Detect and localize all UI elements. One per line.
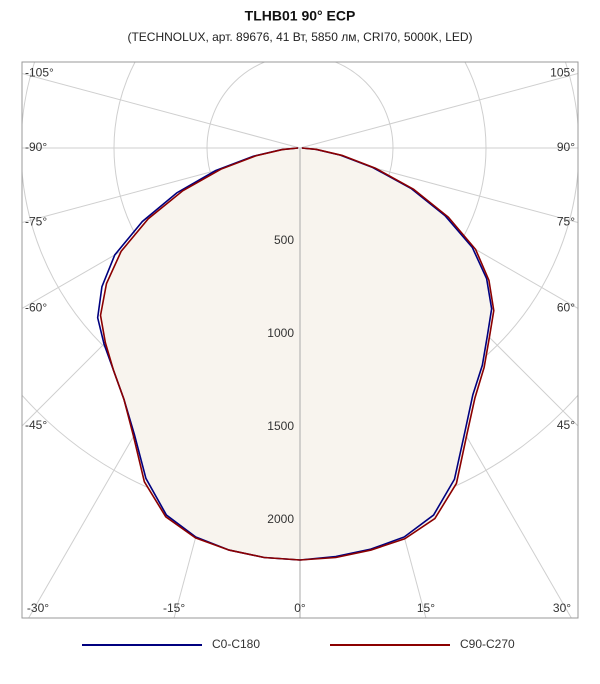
series-line: [99, 147, 495, 561]
legend-label: C90-C270: [460, 637, 515, 651]
angle-label: -75°: [25, 215, 47, 229]
angle-label: 0°: [294, 601, 306, 615]
r-tick-label: 2000: [267, 512, 294, 526]
angle-label: -30°: [27, 601, 49, 615]
grid-ray: [299, 73, 578, 149]
angle-label: 15°: [417, 601, 435, 615]
angle-label: -60°: [25, 301, 47, 315]
labels: -105° -90° -75° -60° -45° -30° -15° 0° 15° 30° 45°…: [25, 66, 575, 651]
angle-label: 105°: [550, 66, 575, 80]
angle-label: 75°: [557, 215, 575, 229]
r-tick-label: 500: [274, 233, 294, 247]
angle-label: 30°: [553, 601, 571, 615]
r-tick-label: 1500: [267, 419, 294, 433]
plot-frame: [21, 61, 579, 619]
chart-title: TLHB01 90° ECP: [245, 8, 356, 24]
plot-area: [22, 62, 578, 618]
angle-label: 60°: [557, 301, 575, 315]
angle-label: -90°: [25, 140, 47, 154]
legend-label: C0-C180: [212, 637, 260, 651]
chart-subtitle: (TECHNOLUX, арт. 89676, 41 Вт, 5850 лм, …: [127, 30, 472, 44]
angle-label: -15°: [163, 601, 185, 615]
angle-label: 45°: [557, 418, 575, 432]
angle-label: 90°: [557, 140, 575, 154]
angle-label: -45°: [25, 418, 47, 432]
light-fill: [100, 148, 494, 560]
r-tick-label: 1000: [267, 326, 294, 340]
angle-label: -105°: [25, 66, 54, 80]
grid-ray: [22, 73, 301, 149]
